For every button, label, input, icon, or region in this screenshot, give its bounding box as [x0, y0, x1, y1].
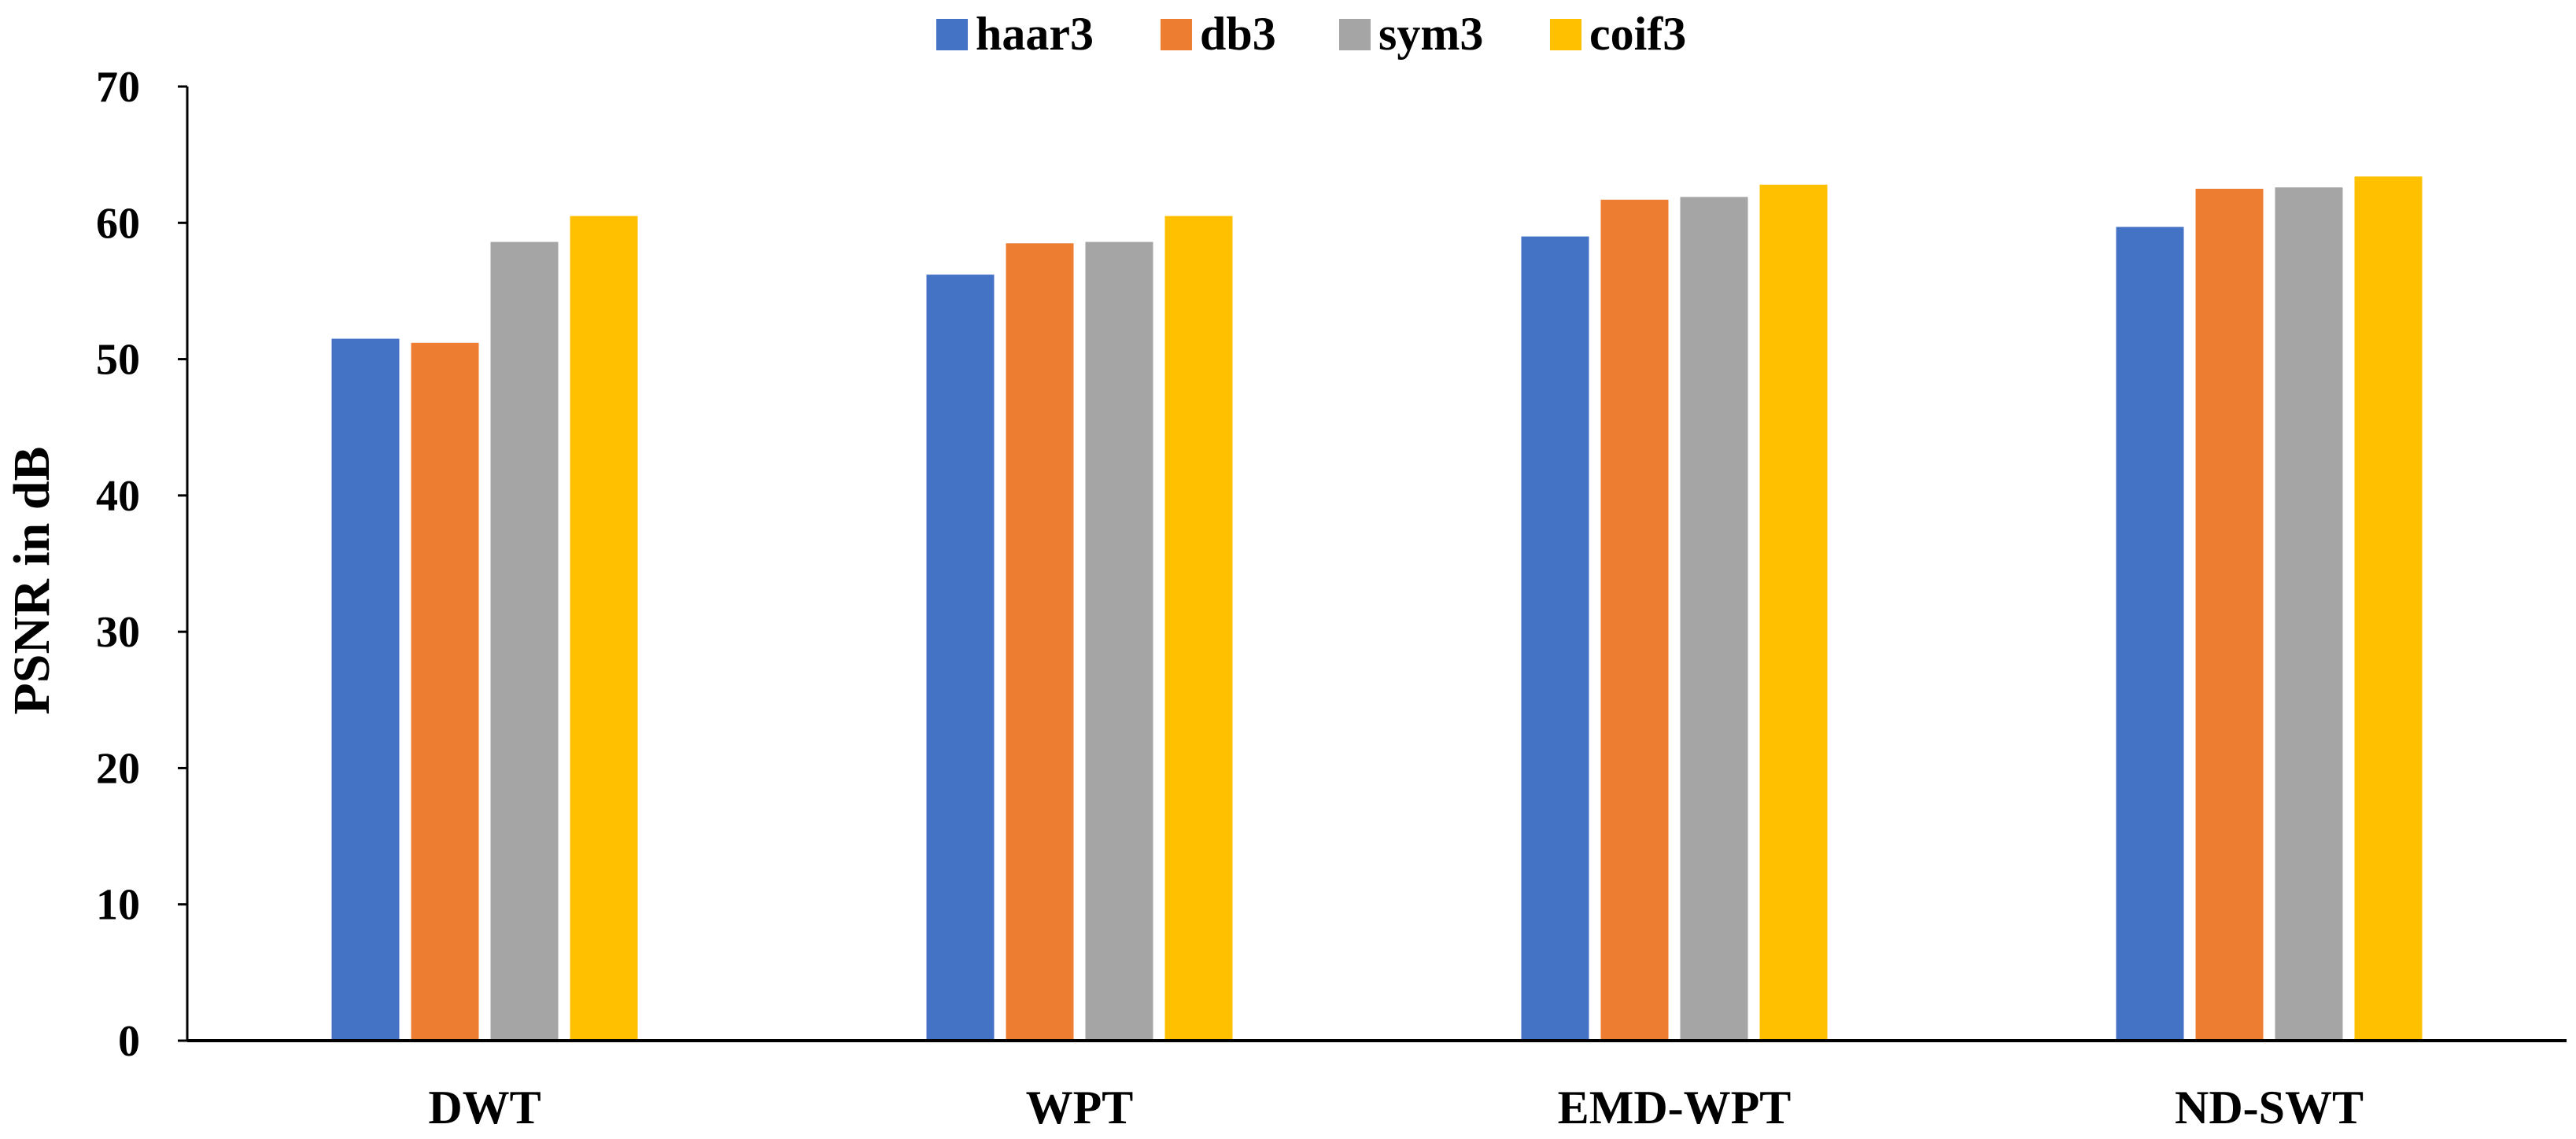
bar-db3-dwt: [411, 342, 479, 1041]
y-tick-label: 40: [96, 472, 140, 521]
y-axis-title: PSNR in dB: [3, 446, 61, 714]
bar-sym3-emd-wpt: [1680, 197, 1748, 1041]
legend-label-db3: db3: [1200, 8, 1276, 60]
y-tick-label: 70: [96, 63, 140, 112]
bar-coif3-dwt: [570, 216, 638, 1041]
bar-sym3-nd-swt: [2275, 187, 2343, 1041]
legend: haar3 db3 sym3 coif3: [936, 8, 1686, 60]
x-category-label: WPT: [1026, 1082, 1134, 1133]
bar-haar3-wpt: [926, 275, 995, 1041]
bar-sym3-dwt: [490, 241, 559, 1041]
x-category-label: ND-SWT: [2175, 1082, 2364, 1133]
legend-label-sym3: sym3: [1378, 8, 1483, 60]
bar-db3-wpt: [1006, 243, 1074, 1041]
x-axis: DWT WPT EMD-WPT ND-SWT: [187, 1039, 2567, 1133]
legend-swatch-coif3: [1550, 19, 1581, 50]
legend-swatch-haar3: [936, 19, 968, 50]
bar-coif3-wpt: [1164, 216, 1233, 1041]
y-tick-label: 60: [96, 199, 140, 248]
bars: [331, 176, 2423, 1041]
bar-coif3-emd-wpt: [1759, 184, 1828, 1041]
bar-sym3-wpt: [1085, 241, 1153, 1041]
bar-db3-nd-swt: [2195, 188, 2264, 1041]
bar-haar3-emd-wpt: [1521, 236, 1589, 1041]
y-tick-label: 0: [118, 1017, 140, 1066]
x-category-label: DWT: [428, 1082, 541, 1133]
bar-haar3-nd-swt: [2116, 227, 2184, 1041]
bar-haar3-dwt: [331, 338, 400, 1041]
y-axis: 0 10 20 30 40 50 60 70: [96, 63, 189, 1066]
y-tick-label: 10: [96, 881, 140, 930]
legend-swatch-sym3: [1339, 19, 1371, 50]
bar-db3-emd-wpt: [1600, 199, 1669, 1041]
y-tick-label: 30: [96, 608, 140, 657]
bar-coif3-nd-swt: [2354, 176, 2423, 1041]
y-tick-label: 20: [96, 744, 140, 793]
y-tick-label: 50: [96, 336, 140, 385]
legend-swatch-db3: [1161, 19, 1192, 50]
legend-label-coif3: coif3: [1589, 8, 1686, 60]
x-category-label: EMD-WPT: [1558, 1082, 1792, 1133]
legend-label-haar3: haar3: [976, 8, 1094, 60]
